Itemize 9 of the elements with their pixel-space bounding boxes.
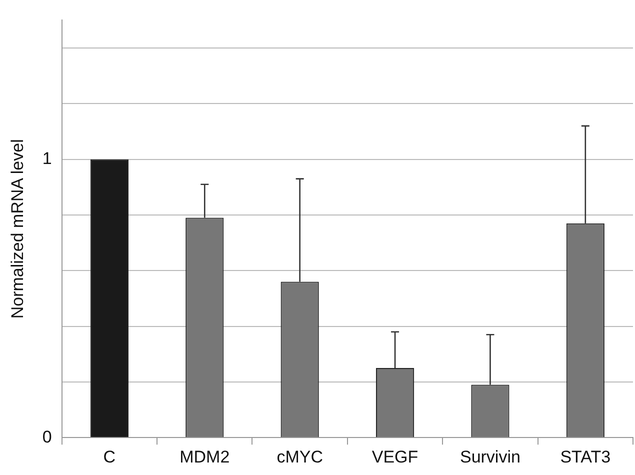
x-tick-label: STAT3 — [560, 447, 611, 466]
x-tick-label: MDM2 — [180, 447, 230, 466]
x-tick-label: VEGF — [372, 447, 418, 466]
y-tick-label: 0 — [42, 427, 52, 446]
x-tick-label: cMYC — [276, 447, 323, 466]
y-axis-title: Normalized mRNA level — [8, 139, 27, 319]
x-tick-label: C — [103, 447, 116, 466]
y-tick-label: 1 — [42, 149, 52, 168]
x-tick-label: Survivin — [460, 447, 520, 466]
